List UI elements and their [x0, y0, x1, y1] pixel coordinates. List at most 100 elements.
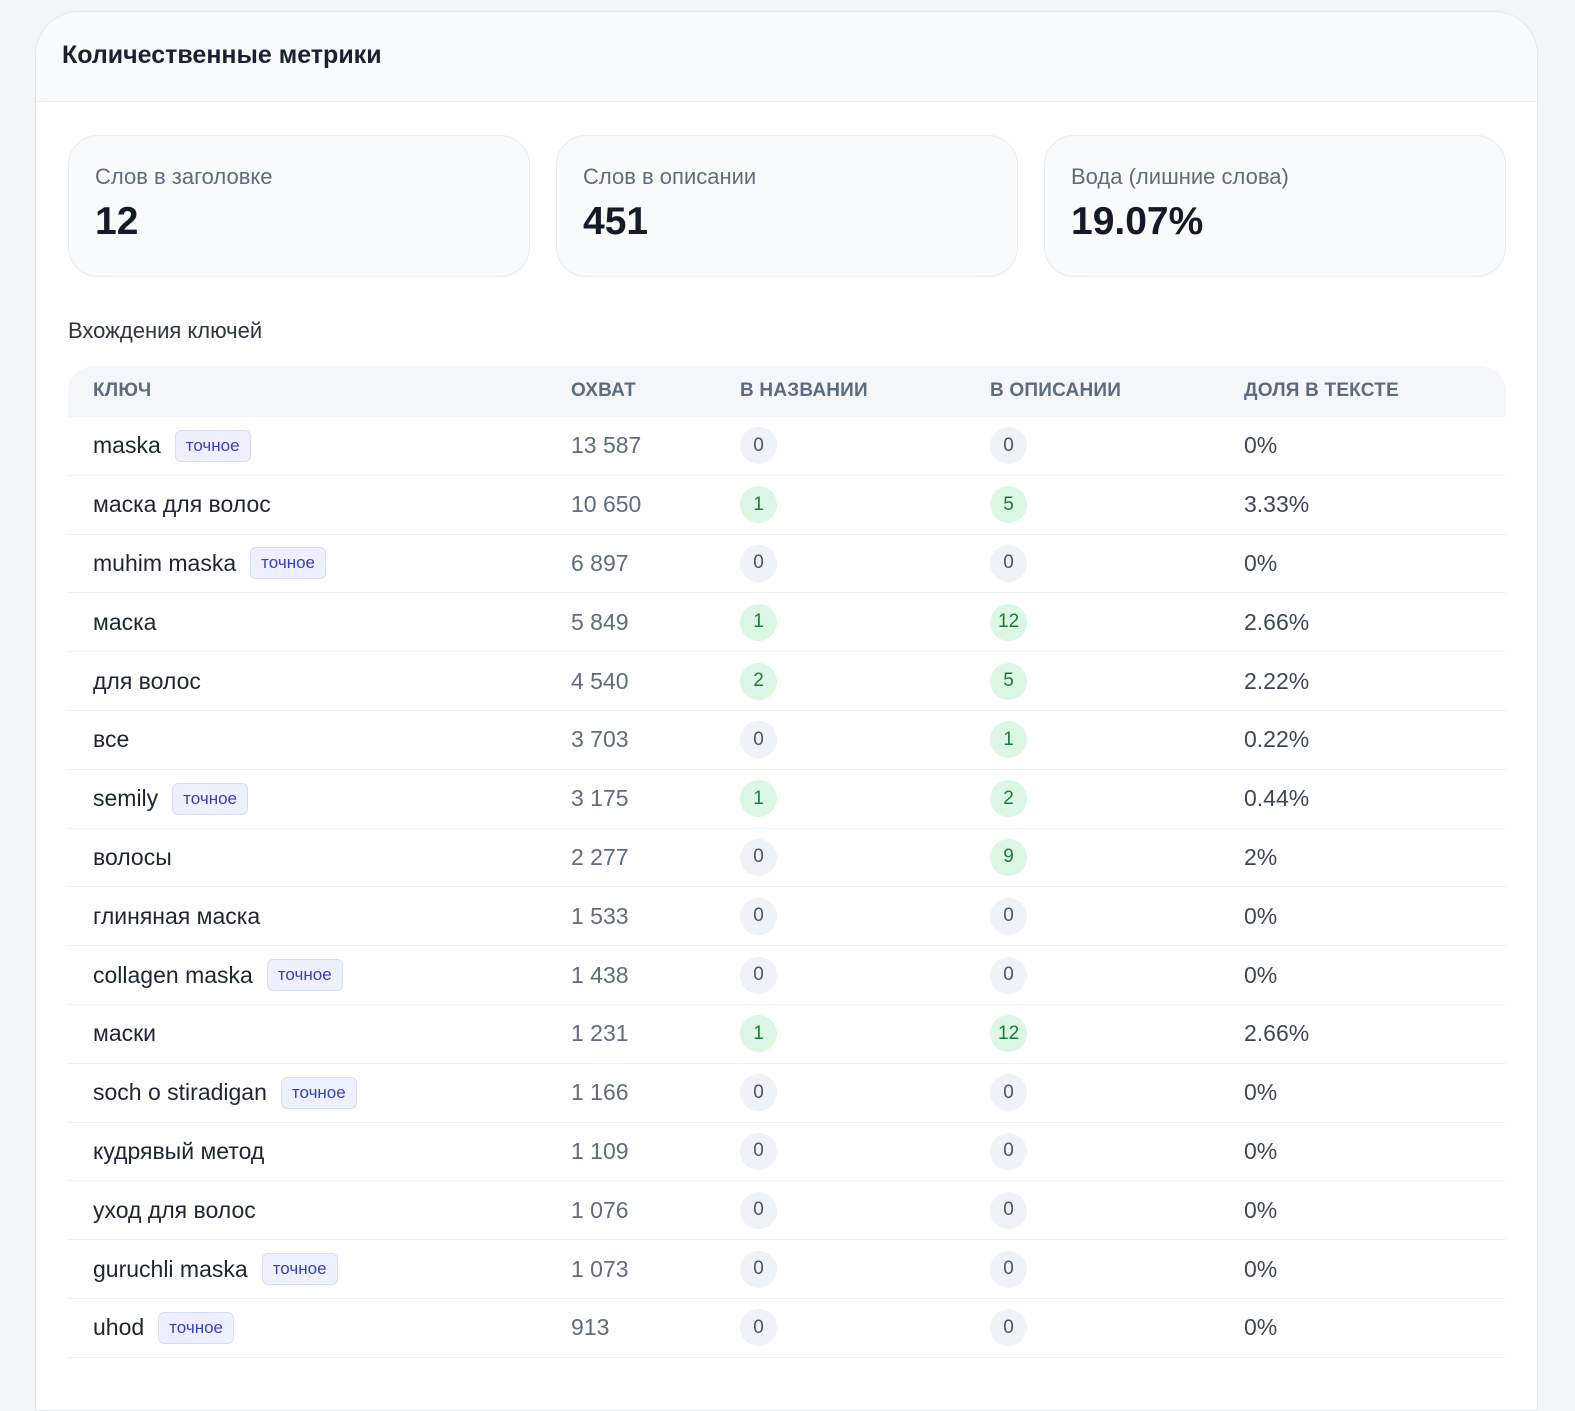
share-value: 0%: [1244, 549, 1278, 576]
share-value: 0.22%: [1244, 726, 1310, 753]
in-title-cell: 0: [740, 829, 777, 887]
key-cell: soch o stiradigan точное: [93, 1064, 357, 1122]
in-description-count: 0: [990, 897, 1027, 935]
reach-cell: 913: [571, 1299, 609, 1357]
in-description-cell: 0: [990, 1181, 1027, 1239]
reach-cell: 6 897: [571, 535, 629, 593]
reach-value: 913: [571, 1314, 610, 1341]
key-cell: для волос: [93, 652, 201, 710]
reach-cell: 3 175: [571, 770, 629, 828]
share-cell: 2.66%: [1244, 593, 1309, 651]
key-cell: muhim maska точное: [93, 535, 326, 593]
column-header-share[interactable]: ДОЛЯ В ТЕКСТЕ: [1244, 380, 1399, 401]
key-cell: глиняная маска: [93, 887, 260, 945]
key-text: maska: [93, 432, 161, 459]
in-title-cell: 1: [740, 476, 777, 534]
key-cell: все: [93, 711, 129, 769]
reach-value: 4 540: [571, 667, 629, 694]
share-value: 0%: [1244, 1079, 1278, 1106]
share-cell: 2%: [1244, 829, 1277, 887]
in-title-cell: 1: [740, 1005, 777, 1063]
table-row: guruchli maska точное 1 073 0 0 0%: [68, 1240, 1506, 1299]
share-cell: 2.22%: [1244, 652, 1309, 710]
reach-value: 13 587: [571, 432, 642, 459]
share-value: 0%: [1244, 1314, 1278, 1341]
table-row: для волос 4 540 2 5 2.22%: [68, 652, 1506, 711]
card-title: Количественные метрики: [62, 41, 382, 69]
in-title-count: 0: [740, 1132, 777, 1170]
in-title-cell: 0: [740, 1181, 777, 1239]
reach-cell: 2 277: [571, 829, 629, 887]
in-title-count: 0: [740, 897, 777, 935]
in-description-count: 5: [990, 662, 1027, 700]
reach-cell: 5 849: [571, 593, 629, 651]
key-text: все: [93, 726, 130, 753]
share-cell: 0%: [1244, 417, 1277, 475]
table-header: КЛЮЧ ОХВАТ В НАЗВАНИИ В ОПИСАНИИ ДОЛЯ В …: [68, 366, 1506, 417]
key-text: soch o stiradigan: [93, 1079, 267, 1106]
in-description-count: 0: [990, 544, 1027, 582]
in-title-cell: 0: [740, 887, 777, 945]
in-description-cell: 0: [990, 887, 1027, 945]
in-description-count: 12: [990, 603, 1028, 641]
share-cell: 0%: [1244, 887, 1277, 945]
key-text: уход для волос: [93, 1196, 256, 1223]
table-body: maska точное 13 587 0 0 0% маска для волос 10 6…: [68, 417, 1506, 1358]
key-text: collagen maska: [93, 961, 253, 988]
column-header-in-title[interactable]: В НАЗВАНИИ: [740, 380, 868, 401]
key-text: глиняная маска: [93, 902, 261, 929]
in-description-cell: 9: [990, 829, 1027, 887]
in-title-cell: 1: [740, 770, 777, 828]
table-row: уход для волос 1 076 0 0 0%: [68, 1181, 1506, 1241]
key-cell: кудрявый метод: [93, 1123, 264, 1181]
in-description-count: 12: [990, 1015, 1028, 1053]
in-description-cell: 1: [990, 711, 1027, 769]
in-title-cell: 0: [740, 417, 777, 475]
reach-cell: 4 540: [571, 652, 629, 710]
key-text: muhim maska: [93, 549, 237, 576]
column-header-in-description[interactable]: В ОПИСАНИИ: [990, 380, 1122, 401]
in-description-count: 0: [990, 1191, 1027, 1229]
reach-cell: 13 587: [571, 417, 641, 475]
exact-match-badge: точное: [158, 1311, 235, 1344]
in-title-count: 0: [740, 956, 777, 994]
stat-water: Вода (лишние слова) 19.07%: [1044, 135, 1506, 277]
in-title-count: 0: [740, 427, 777, 465]
table-row: глиняная маска 1 533 0 0 0%: [68, 887, 1506, 947]
share-value: 0%: [1244, 1137, 1278, 1164]
in-title-count: 0: [740, 1309, 777, 1347]
key-text: маска для волос: [93, 491, 271, 518]
reach-value: 10 650: [571, 491, 642, 518]
in-title-cell: 0: [740, 946, 777, 1004]
table-row: все 3 703 0 1 0.22%: [68, 711, 1506, 770]
key-text: маски: [93, 1020, 157, 1047]
key-text: волосы: [93, 843, 172, 870]
key-text: semily: [93, 785, 159, 812]
keys-table: КЛЮЧ ОХВАТ В НАЗВАНИИ В ОПИСАНИИ ДОЛЯ В …: [68, 366, 1506, 1358]
stat-label: Вода (лишние слова): [1071, 164, 1289, 189]
key-cell: маска для волос: [93, 476, 271, 534]
share-cell: 0%: [1244, 1123, 1277, 1181]
column-header-reach[interactable]: ОХВАТ: [571, 380, 636, 401]
share-cell: 0%: [1244, 1064, 1277, 1122]
in-title-cell: 0: [740, 1064, 777, 1122]
in-title-count: 1: [740, 780, 777, 818]
key-text: guruchli maska: [93, 1255, 248, 1282]
stat-value: 19.07%: [1071, 200, 1204, 243]
share-cell: 0%: [1244, 535, 1277, 593]
in-description-cell: 0: [990, 535, 1027, 593]
reach-value: 6 897: [571, 549, 629, 576]
key-cell: маска: [93, 593, 156, 651]
reach-cell: 3 703: [571, 711, 629, 769]
in-title-count: 0: [740, 721, 777, 759]
key-cell: маски: [93, 1005, 156, 1063]
in-description-count: 5: [990, 486, 1027, 524]
exact-match-badge: точное: [280, 1076, 357, 1109]
table-row: collagen maska точное 1 438 0 0 0%: [68, 946, 1506, 1005]
share-cell: 0%: [1244, 1181, 1277, 1239]
share-value: 0.44%: [1244, 785, 1310, 812]
column-header-key[interactable]: КЛЮЧ: [93, 380, 152, 401]
reach-value: 2 277: [571, 843, 629, 870]
reach-cell: 1 109: [571, 1123, 629, 1181]
reach-value: 1 438: [571, 961, 629, 988]
